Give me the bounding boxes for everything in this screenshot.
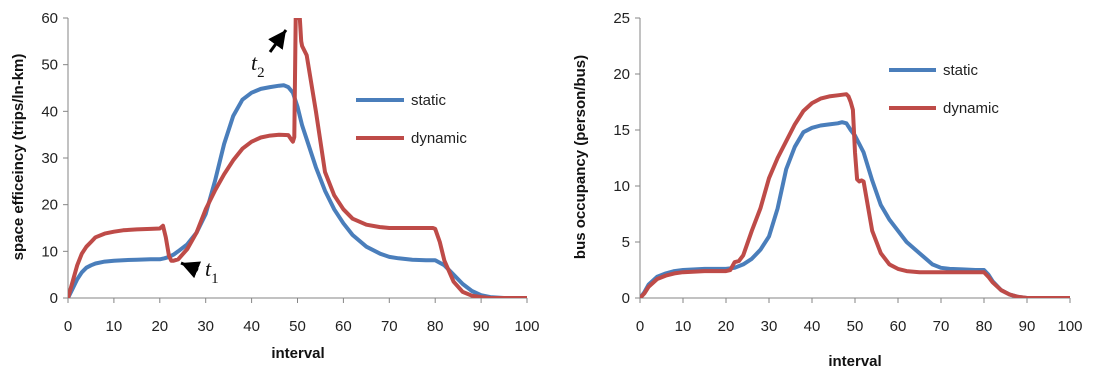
x-tick-label: 30: [197, 318, 214, 335]
y-axis-title: space efficeincy (trips/ln-km): [10, 54, 27, 261]
y-tick-label: 50: [41, 57, 58, 74]
x-tick-label: 40: [243, 318, 260, 335]
x-tick-label: 60: [335, 318, 352, 335]
x-tick-label: 100: [514, 318, 539, 335]
x-tick-label: 80: [427, 318, 444, 335]
legend-label-static: static: [943, 62, 979, 79]
x-tick-label: 90: [473, 318, 490, 335]
x-tick-label: 40: [804, 318, 821, 335]
y-tick-label: 30: [41, 150, 58, 167]
series-line-dynamic: [640, 92, 1070, 298]
x-tick-label: 10: [106, 318, 123, 335]
y-tick-label: 60: [41, 10, 58, 27]
y-tick-label: 0: [622, 290, 630, 307]
y-tick-label: 20: [613, 66, 630, 83]
y-tick-label: 25: [613, 10, 630, 27]
series-line-dynamic: [68, 18, 527, 298]
bus-occupancy-chart: 0 5 10 15 20 25 0 10 20 30 40 50 60 70 80 90 100 interv…: [572, 10, 1083, 370]
y-tick-label: 40: [41, 103, 58, 120]
x-axis-title: interval: [271, 345, 324, 362]
annotation-arrow-t2: [268, 29, 288, 53]
x-tick-label: 50: [289, 318, 306, 335]
y-tick-label: 15: [613, 122, 630, 139]
series-line-static: [68, 83, 527, 298]
legend: static dynamic: [356, 92, 467, 147]
legend-label-dynamic: dynamic: [411, 130, 467, 147]
x-tick-label: 30: [761, 318, 778, 335]
x-tick-label: 80: [976, 318, 993, 335]
x-tick-label: 70: [933, 318, 950, 335]
x-tick-label: 20: [718, 318, 735, 335]
y-tick-label: 10: [41, 243, 58, 260]
x-tick-label: 10: [675, 318, 692, 335]
x-tick-label: 50: [847, 318, 864, 335]
legend-label-dynamic: dynamic: [943, 100, 999, 117]
x-tick-label: 0: [636, 318, 644, 335]
annotation-t2: t2: [251, 50, 265, 81]
annotation-t2-sub: 2: [257, 65, 265, 81]
space-efficiency-chart: 0 10 20 30 40 50 60 0 10 20 30 40 50 60 70 80 90 100 int…: [10, 10, 540, 362]
y-tick-label: 10: [613, 178, 630, 195]
y-tick-label: 20: [41, 197, 58, 214]
y-axis-title: bus occupancy (person/bus): [572, 55, 589, 259]
annotation-arrow-t1: [180, 261, 202, 279]
legend-label-static: static: [411, 92, 447, 109]
y-tick-label: 5: [622, 234, 630, 251]
x-tick-label: 60: [890, 318, 907, 335]
x-axis-title: interval: [828, 353, 881, 370]
x-tick-label: 20: [151, 318, 168, 335]
x-tick-label: 0: [64, 318, 72, 335]
annotation-t1-sub: 1: [211, 271, 219, 287]
x-tick-label: 90: [1019, 318, 1036, 335]
annotation-t1: t1: [205, 256, 219, 287]
y-tick-label: 0: [50, 290, 58, 307]
legend: static dynamic: [889, 62, 999, 117]
x-tick-label: 100: [1057, 318, 1082, 335]
x-tick-label: 70: [381, 318, 398, 335]
